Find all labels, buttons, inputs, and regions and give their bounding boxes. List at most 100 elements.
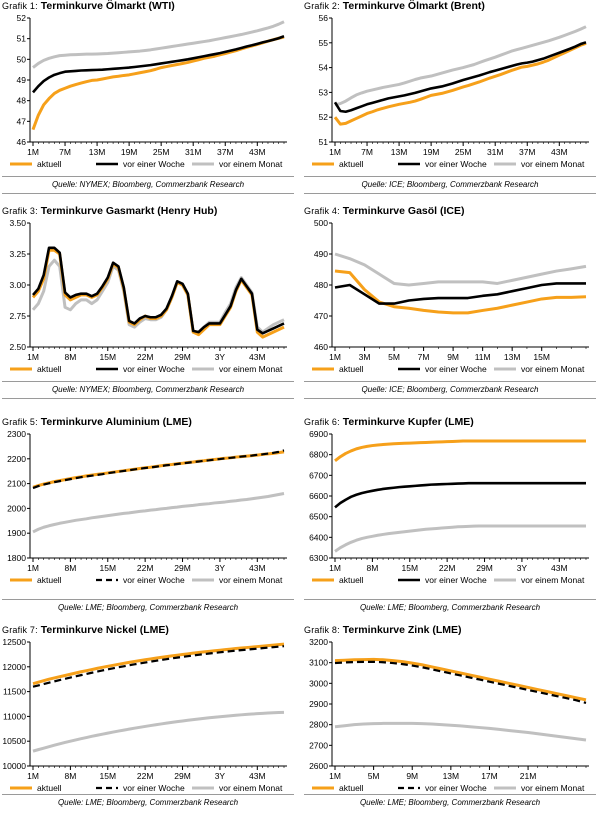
y-tick-label: 11500 bbox=[3, 687, 26, 697]
y-tick-label: 55 bbox=[319, 38, 329, 48]
x-tick-label: 22M bbox=[137, 563, 154, 573]
y-tick-label: 53 bbox=[319, 87, 329, 97]
y-tick-label: 10000 bbox=[2, 761, 26, 771]
y-tick-label: 2000 bbox=[7, 503, 26, 513]
series-line bbox=[333, 41, 587, 114]
chart-panel-2: Grafik 2: Terminkurve Ölmarkt (Brent) 51… bbox=[304, 0, 596, 202]
x-tick-label: 15M bbox=[533, 352, 550, 362]
chart-title: Grafik 6: Terminkurve Kupfer (LME) bbox=[304, 416, 596, 429]
chart-source: Quelle: LME; Bloomberg, Commerzbank Rese… bbox=[359, 603, 541, 612]
x-tick-label: 43M bbox=[551, 147, 568, 157]
chart-svg: 2.50 2.75 3.00 3.25 3.50 1M 8M 15M 22M 29M 3Y 43M ak… bbox=[9, 219, 287, 374]
x-tick-label: 43M bbox=[249, 352, 266, 362]
chart-svg: 51 52 53 54 55 56 1M 7M 13M 19M 25M 31M 37M 43M aktuel… bbox=[312, 14, 589, 169]
legend-label: vor einem Monat bbox=[521, 783, 585, 793]
x-tick-label: 11M bbox=[475, 352, 491, 362]
x-tick-label: 8M bbox=[64, 771, 76, 781]
divider bbox=[304, 794, 596, 795]
y-tick-label: 51 bbox=[17, 34, 27, 44]
y-tick-label: 470 bbox=[314, 311, 328, 321]
legend-label: vor einer Woche bbox=[123, 159, 185, 169]
legend-label: vor einem Monat bbox=[521, 575, 585, 585]
x-tick-label: 43M bbox=[551, 563, 568, 573]
legend-label: aktuell bbox=[37, 575, 62, 585]
x-tick-label: 15M bbox=[401, 563, 418, 573]
divider bbox=[2, 794, 294, 795]
y-tick-label: 3.50 bbox=[9, 219, 26, 228]
series-line bbox=[334, 252, 587, 287]
chart-title: Grafik 7: Terminkurve Nickel (LME) bbox=[2, 624, 294, 637]
x-tick-label: 1M bbox=[329, 563, 341, 573]
y-tick-label: 2700 bbox=[309, 740, 328, 750]
chart-number: Grafik 7: bbox=[2, 625, 38, 635]
legend-label: vor einem Monat bbox=[521, 159, 585, 169]
series-line bbox=[32, 642, 285, 686]
series-line bbox=[32, 710, 285, 753]
y-tick-label: 2900 bbox=[309, 699, 328, 709]
x-tick-label: 25M bbox=[455, 147, 472, 157]
y-tick-label: 49 bbox=[17, 75, 27, 85]
divider bbox=[2, 193, 294, 194]
chart-title-text: Terminkurve Nickel (LME) bbox=[40, 624, 169, 636]
y-tick-label: 2.75 bbox=[9, 311, 26, 321]
y-tick-label: 6700 bbox=[309, 470, 328, 480]
chart-number: Grafik 1: bbox=[2, 1, 38, 11]
x-tick-label: 15M bbox=[99, 563, 116, 573]
chart-title-text: Terminkurve Zink (LME) bbox=[342, 624, 462, 636]
y-tick-label: 10500 bbox=[2, 736, 26, 746]
x-tick-label: 31M bbox=[487, 147, 504, 157]
y-tick-label: 6800 bbox=[309, 450, 328, 460]
chart-title-text: Terminkurve Gasöl (ICE) bbox=[342, 205, 465, 217]
x-tick-label: 13M bbox=[443, 771, 460, 781]
chart-title: Grafik 2: Terminkurve Ölmarkt (Brent) bbox=[304, 0, 596, 13]
chart-source: Quelle: NYMEX; Bloomberg, Commerzbank Re… bbox=[51, 180, 245, 189]
y-tick-label: 46 bbox=[17, 137, 27, 147]
y-tick-label: 2200 bbox=[7, 454, 26, 464]
x-tick-label: 7M bbox=[418, 352, 430, 362]
chart-number: Grafik 8: bbox=[304, 625, 340, 635]
y-tick-label: 6300 bbox=[309, 553, 328, 563]
legend-label: aktuell bbox=[339, 159, 364, 169]
y-tick-label: 56 bbox=[319, 14, 329, 23]
series-line bbox=[32, 645, 285, 688]
divider bbox=[2, 599, 294, 600]
chart-source: Quelle: NYMEX; Bloomberg, Commerzbank Re… bbox=[51, 385, 245, 394]
legend-label: aktuell bbox=[339, 364, 364, 374]
legend-label: vor einem Monat bbox=[219, 783, 283, 793]
divider bbox=[2, 176, 294, 177]
legend-label: vor einer Woche bbox=[425, 783, 487, 793]
x-tick-label: 8M bbox=[366, 563, 378, 573]
divider bbox=[2, 398, 294, 399]
y-tick-label: 12000 bbox=[2, 662, 26, 672]
y-tick-label: 54 bbox=[319, 63, 329, 73]
series-line bbox=[333, 41, 587, 126]
x-tick-label: 1M bbox=[329, 771, 341, 781]
x-tick-label: 43M bbox=[249, 147, 266, 157]
x-tick-label: 17M bbox=[481, 771, 498, 781]
chart-title-text: Terminkurve Ölmarkt (Brent) bbox=[342, 0, 485, 12]
chart-panel-5: Grafik 5: Terminkurve Aluminium (LME) 18… bbox=[2, 416, 294, 618]
y-tick-label: 2100 bbox=[7, 479, 26, 489]
chart-svg: 46 47 48 49 50 51 52 1M 7M 13M 19M 25M 31M 37M 43M aktu… bbox=[10, 14, 287, 169]
chart-title-text: Terminkurve Gasmarkt (Henry Hub) bbox=[40, 205, 218, 217]
x-tick-label: 3Y bbox=[517, 563, 528, 573]
divider bbox=[304, 381, 596, 382]
series-line bbox=[334, 282, 586, 305]
y-tick-label: 3200 bbox=[309, 638, 328, 647]
y-tick-label: 6400 bbox=[309, 532, 328, 542]
series-line bbox=[31, 248, 285, 339]
chart-svg: 460 470 480 490 500 1M 3M 5M 7M 9M 11M 13M 15M aktuel… bbox=[312, 219, 589, 374]
x-tick-label: 43M bbox=[249, 563, 266, 573]
y-tick-label: 52 bbox=[319, 112, 329, 122]
legend-label: aktuell bbox=[37, 783, 62, 793]
x-tick-label: 1M bbox=[27, 563, 39, 573]
legend-label: vor einer Woche bbox=[425, 159, 487, 169]
legend-label: vor einem Monat bbox=[219, 364, 283, 374]
series-line bbox=[334, 657, 587, 702]
x-tick-label: 19M bbox=[121, 147, 138, 157]
x-tick-label: 7M bbox=[361, 147, 373, 157]
series-line bbox=[32, 246, 285, 335]
series-line bbox=[334, 481, 586, 509]
chart-number: Grafik 2: bbox=[304, 1, 340, 11]
x-tick-label: 1M bbox=[27, 352, 39, 362]
